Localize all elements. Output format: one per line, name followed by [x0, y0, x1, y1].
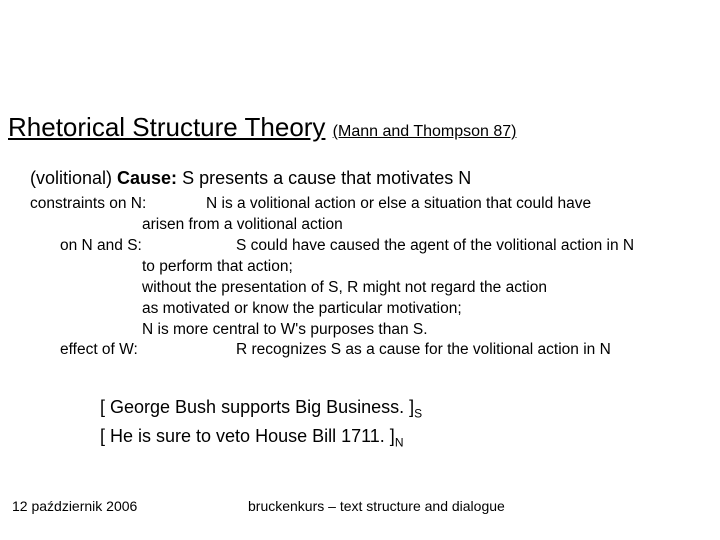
slide-title: Rhetorical Structure Theory (Mann and Th…: [8, 112, 516, 143]
constraint-ns-text2: to perform that action;: [30, 257, 700, 278]
definition-body: S presents a cause that motivates N: [177, 168, 471, 188]
slide: Rhetorical Structure Theory (Mann and Th…: [0, 0, 720, 540]
title-main: Rhetorical Structure Theory: [8, 112, 325, 142]
constraint-ns-label: on N and S:: [30, 236, 236, 257]
definition-line: (volitional) Cause: S presents a cause t…: [30, 168, 471, 189]
constraint-ns-text3: without the presentation of S, R might n…: [30, 278, 700, 299]
constraint-n-text1: N is a volitional action or else a situa…: [206, 194, 700, 215]
definition-name: Cause:: [117, 168, 177, 188]
constraint-eff-text: R recognizes S as a cause for the voliti…: [236, 340, 700, 361]
constraints-block: constraints on N: N is a volitional acti…: [30, 194, 700, 361]
example-1-sub: S: [414, 407, 422, 421]
example-line-1: [ George Bush supports Big Business. ]S: [100, 394, 422, 423]
example-line-2: [ He is sure to veto House Bill 1711. ]N: [100, 423, 422, 452]
constraint-n-label: constraints on N:: [30, 194, 206, 215]
constraint-n-text2: arisen from a volitional action: [30, 215, 700, 236]
definition-prefix: (volitional): [30, 168, 117, 188]
example-2-sub: N: [395, 435, 404, 449]
examples-block: [ George Bush supports Big Business. ]S …: [100, 394, 422, 451]
constraint-eff-label: effect of W:: [30, 340, 236, 361]
footer-date: 12 październik 2006: [12, 498, 137, 514]
footer-course: bruckenkurs – text structure and dialogu…: [248, 498, 505, 514]
constraint-ns-text5: N is more central to W's purposes than S…: [30, 320, 700, 341]
constraint-n-row1: constraints on N: N is a volitional acti…: [30, 194, 700, 215]
example-1-content: [ George Bush supports Big Business. ]: [100, 397, 414, 417]
constraint-ns-row1: on N and S: S could have caused the agen…: [30, 236, 700, 257]
example-2-content: [ He is sure to veto House Bill 1711. ]: [100, 426, 395, 446]
constraint-ns-text4: as motivated or know the particular moti…: [30, 299, 700, 320]
title-citation: (Mann and Thompson 87): [333, 123, 517, 140]
constraint-eff-row: effect of W: R recognizes S as a cause f…: [30, 340, 700, 361]
constraint-ns-text1: S could have caused the agent of the vol…: [236, 236, 700, 257]
